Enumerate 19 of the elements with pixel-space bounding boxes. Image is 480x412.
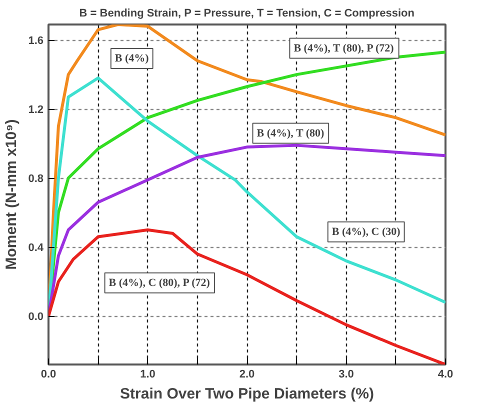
line-series bbox=[48, 228, 446, 364]
y-tick-label: 0.4 bbox=[28, 242, 44, 254]
x-tick-label: 1.0 bbox=[140, 368, 156, 380]
y-tick-label: 1.6 bbox=[28, 35, 44, 48]
y-axis-title: Moment (N-mm x10⁹) bbox=[3, 119, 20, 270]
x-tick-label: 0.0 bbox=[40, 368, 56, 380]
series-label: B (4%) bbox=[114, 52, 150, 64]
series-label: B (4%), C (80), P (72) bbox=[108, 276, 210, 289]
y-tick-label: 0.8 bbox=[28, 173, 44, 186]
series-label: B (4%), T (80) bbox=[256, 127, 325, 140]
x-tick-label: 3.0 bbox=[338, 368, 354, 380]
chart-title: B = Bending Strain, P = Pressure, T = Tension, C = Compression bbox=[79, 8, 415, 20]
x-axis-title: Strain Over Two Pipe Diameters (%) bbox=[120, 386, 374, 402]
y-tick-label: 1.2 bbox=[28, 104, 44, 116]
x-tick-label: 2.0 bbox=[239, 368, 255, 380]
series-label: B (4%), C (30) bbox=[332, 226, 401, 238]
series-label: B (4%), T (80), P (72) bbox=[294, 42, 394, 54]
y-tick-label: 0.0 bbox=[28, 311, 44, 324]
x-tick-label: 4.0 bbox=[438, 368, 454, 380]
